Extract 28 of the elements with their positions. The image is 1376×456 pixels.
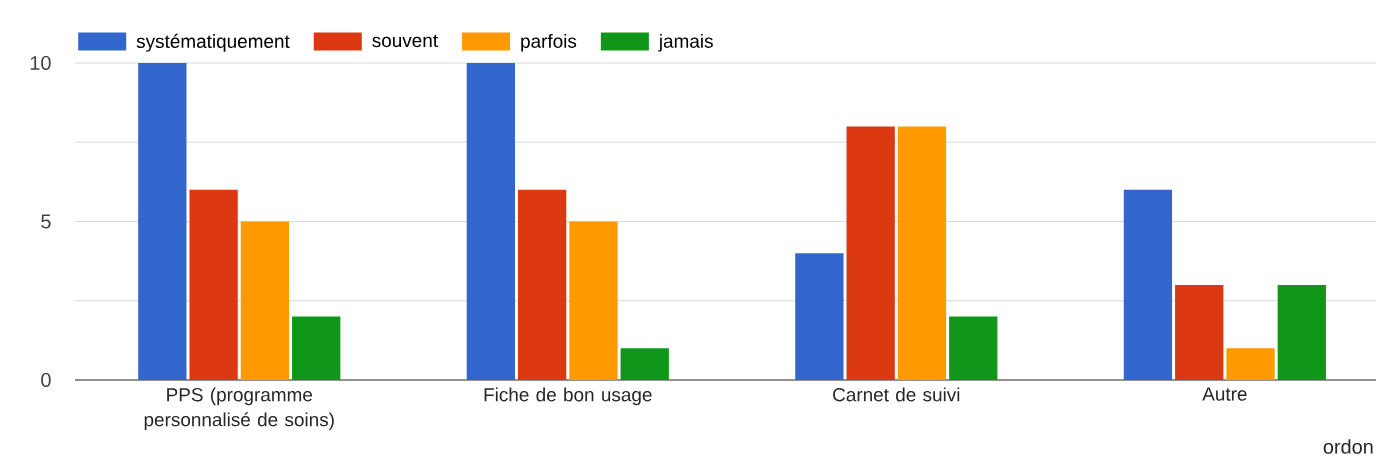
y-tick-label: 0	[41, 372, 51, 388]
text: ordon	[1323, 439, 1373, 454]
x-tick-label: PPS (programme personnalisé de soins)	[144, 387, 334, 431]
bar	[292, 316, 341, 380]
legend-label: jamais	[658, 33, 713, 52]
y-tick-label: 5	[41, 214, 51, 229]
bar	[795, 253, 844, 380]
bar	[189, 189, 238, 380]
bar	[466, 63, 515, 380]
x-tick-label: Fiche de bon usage	[484, 387, 652, 406]
bar	[1226, 348, 1275, 380]
bar	[1123, 189, 1173, 380]
bar	[138, 63, 187, 380]
bar	[620, 348, 669, 380]
x-tick-label: Autre	[1202, 387, 1247, 401]
bar	[846, 126, 895, 380]
legend-label: parfois	[521, 33, 577, 52]
legend-label: souvent	[372, 34, 438, 48]
x-tick-label: Carnet de suivi	[833, 387, 960, 402]
bar	[949, 316, 998, 380]
bar	[518, 189, 567, 380]
bar	[569, 221, 618, 380]
bar	[897, 126, 947, 380]
legend-label: systématiquement	[136, 33, 290, 52]
bar	[1277, 284, 1326, 380]
bar	[240, 221, 290, 380]
bar	[1175, 284, 1224, 380]
y-tick-label: 10	[30, 55, 51, 71]
